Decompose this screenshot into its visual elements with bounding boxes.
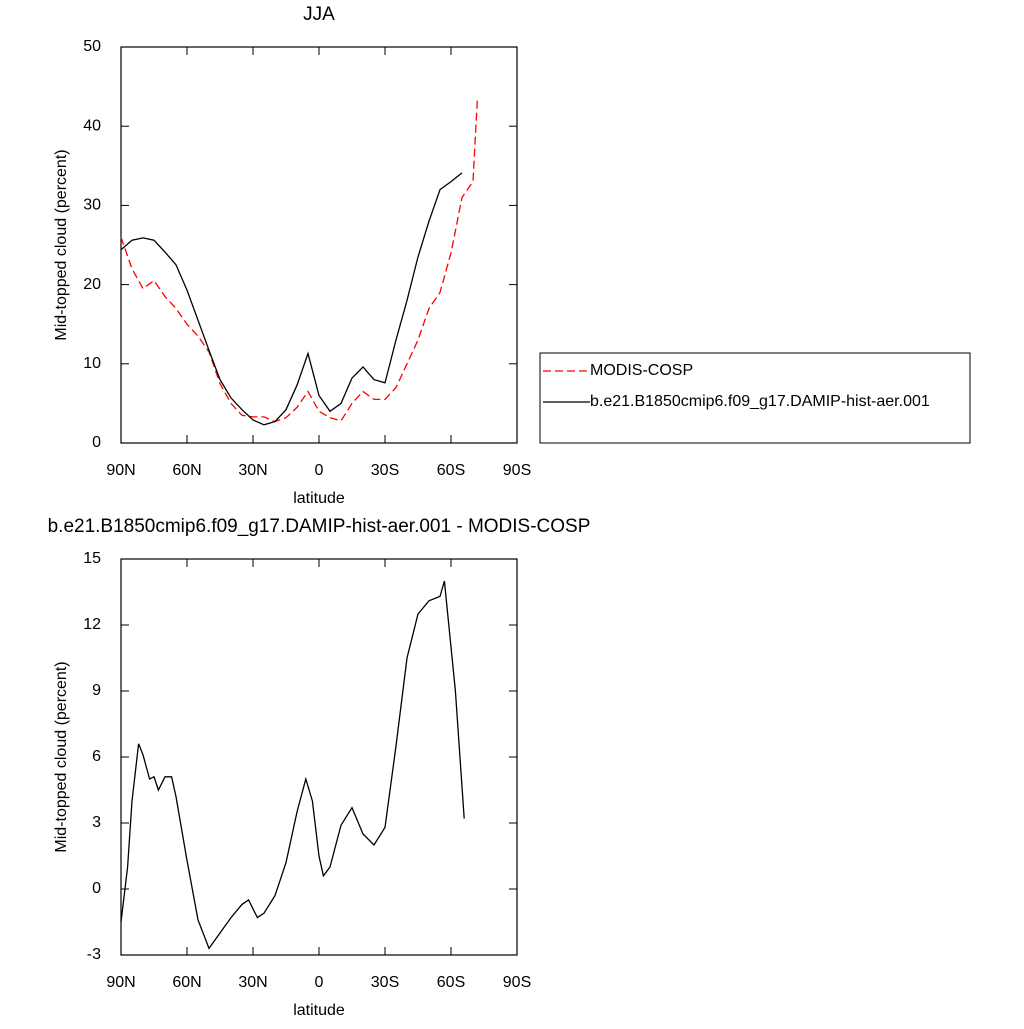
y-tick-label: 0 [92, 880, 101, 897]
y-tick-label: 10 [83, 355, 101, 372]
x-tick-label: 90N [106, 462, 135, 479]
y-tick-label: -3 [87, 946, 101, 963]
legend-label: b.e21.B1850cmip6.f09_g17.DAMIP-hist-aer.… [590, 393, 930, 410]
x-tick-label: 90N [106, 974, 135, 991]
x-tick-label: 0 [315, 974, 324, 991]
plot-frame [120, 558, 518, 956]
x-tick-label: 0 [315, 462, 324, 479]
y-tick-label: 0 [92, 434, 101, 451]
x-tick-label: 30N [238, 462, 267, 479]
y-tick-label: 6 [92, 748, 101, 765]
legend-box [539, 352, 971, 444]
y-axis-label: Mid-topped cloud (percent) [53, 149, 70, 340]
x-tick-label: 90S [503, 974, 531, 991]
plot-frame [120, 46, 518, 444]
data-line [120, 98, 479, 423]
y-tick-label: 40 [83, 117, 101, 134]
x-axis-label: latitude [293, 490, 345, 507]
y-tick-label: 9 [92, 682, 101, 699]
chart-title: JJA [303, 4, 335, 25]
y-tick-label: 30 [83, 197, 101, 214]
x-axis-label: latitude [293, 1002, 345, 1019]
data-line [120, 172, 463, 426]
data-line [120, 580, 465, 950]
y-tick-label: 20 [83, 276, 101, 293]
x-tick-label: 60N [172, 462, 201, 479]
x-tick-label: 30N [238, 974, 267, 991]
legend-label: MODIS-COSP [590, 362, 693, 379]
chart-title: b.e21.B1850cmip6.f09_g17.DAMIP-hist-aer.… [48, 516, 591, 537]
y-tick-label: 50 [83, 38, 101, 55]
x-tick-label: 90S [503, 462, 531, 479]
y-tick-label: 3 [92, 814, 101, 831]
x-tick-label: 60S [437, 974, 465, 991]
y-axis-label: Mid-topped cloud (percent) [53, 661, 70, 852]
x-tick-label: 30S [371, 974, 399, 991]
x-tick-label: 60N [172, 974, 201, 991]
y-tick-label: 12 [83, 616, 101, 633]
x-tick-label: 30S [371, 462, 399, 479]
x-tick-label: 60S [437, 462, 465, 479]
y-tick-label: 15 [83, 550, 101, 567]
